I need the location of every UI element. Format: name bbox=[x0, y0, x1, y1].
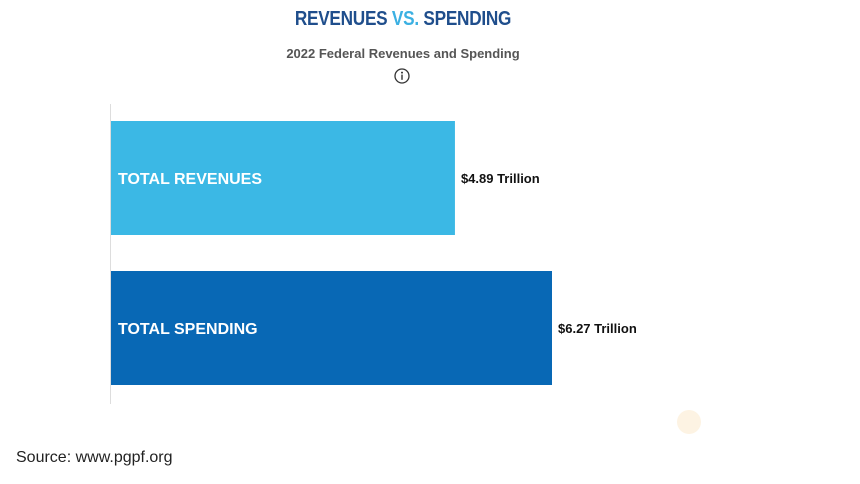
decorative-circle bbox=[677, 410, 701, 434]
info-icon[interactable] bbox=[394, 68, 410, 84]
bar-total-revenues[interactable] bbox=[111, 121, 455, 235]
value-label: $6.27 Trillion bbox=[558, 321, 637, 336]
source-note: Source: www.pgpf.org bbox=[16, 449, 173, 466]
category-label: TOTAL REVENUES bbox=[118, 171, 262, 188]
category-label: TOTAL SPENDING bbox=[118, 321, 258, 338]
chart-title: REVENUES VS. SPENDING bbox=[56, 8, 749, 31]
bar-total-spending[interactable] bbox=[111, 271, 552, 385]
chart-title-part-3: SPENDING bbox=[418, 8, 512, 30]
chart-title-part-1: REVENUES bbox=[294, 8, 392, 30]
chart-subtitle: 2022 Federal Revenues and Spending bbox=[286, 46, 520, 61]
chart-title-part-2: VS. bbox=[391, 8, 419, 30]
value-label: $4.89 Trillion bbox=[461, 171, 540, 186]
